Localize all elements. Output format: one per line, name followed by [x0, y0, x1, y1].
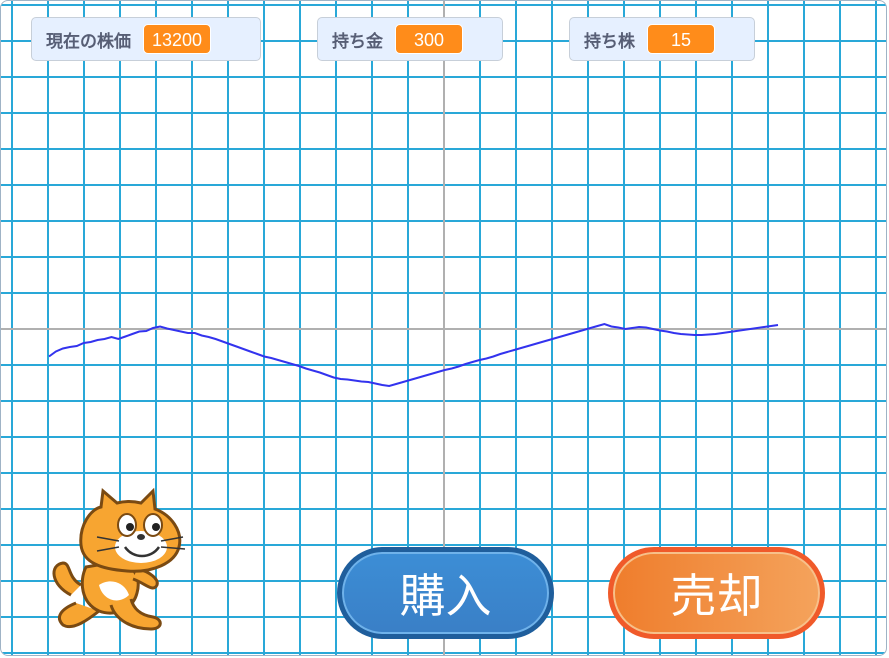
- monitor-shares: 持ち株 15: [569, 17, 755, 61]
- monitor-money: 持ち金 300: [317, 17, 503, 61]
- monitor-label-money: 持ち金: [332, 31, 383, 52]
- monitor-current-price: 現在の株価 13200: [31, 17, 261, 61]
- monitor-value-shares: 15: [647, 24, 715, 54]
- scratch-cat-icon[interactable]: [41, 485, 191, 635]
- monitor-value-money: 300: [395, 24, 463, 54]
- buy-button-label: 購入: [399, 569, 492, 623]
- sell-button-label: 売却: [670, 569, 763, 623]
- stock-price-line: [48, 322, 779, 388]
- monitor-label-current-price: 現在の株価: [46, 31, 131, 52]
- monitor-label-shares: 持ち株: [584, 31, 635, 52]
- monitor-value-current-price: 13200: [143, 24, 212, 54]
- buy-button[interactable]: 購入: [337, 547, 554, 639]
- sell-button[interactable]: 売却: [608, 547, 825, 639]
